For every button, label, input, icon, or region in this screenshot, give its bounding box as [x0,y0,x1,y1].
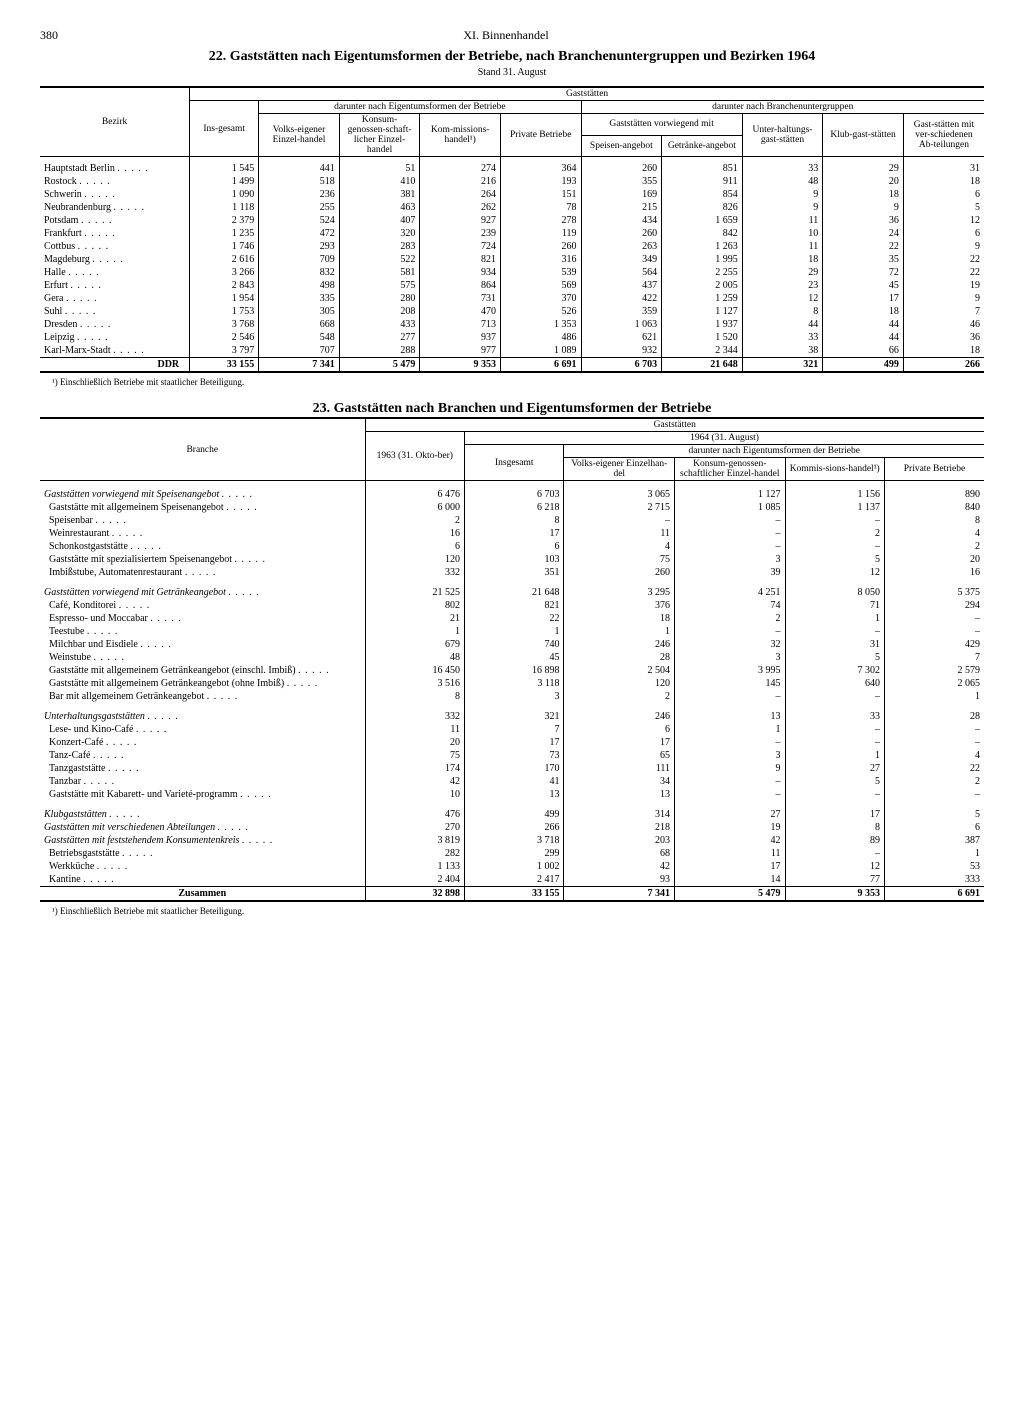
table-row: Rostock . . . . .1 499518410216193355911… [40,175,984,188]
page-header: 380 XI. Binnenhandel [40,28,984,43]
table-row: Gaststätten vorwiegend mit Speisenangebo… [40,481,984,502]
table23: BrancheGaststätten1963 (31. Okto-ber)196… [40,417,984,902]
table-row: Erfurt . . . . .2 8434985758645694372 00… [40,279,984,292]
table-row: Gaststätte mit allgemeinem Getränkeangeb… [40,664,984,677]
table-row: Dresden . . . . .3 7686684337131 3531 06… [40,318,984,331]
table-row: Café, Konditorei . . . . .80282137674712… [40,599,984,612]
table-row: Suhl . . . . .1 7533052084705263591 1278… [40,305,984,318]
table-row: Unterhaltungsgaststätten . . . . .332321… [40,703,984,723]
table-row: Frankfurt . . . . .1 2354723202391192608… [40,227,984,240]
table-row: Lese- und Kino-Café . . . . .11761–– [40,723,984,736]
table-row: Speisenbar . . . . .28–––8 [40,514,984,527]
table-row: Werkküche . . . . .1 1331 00242171253 [40,860,984,873]
table23-footnote: ¹) Einschließlich Betriebe mit staatlich… [52,906,984,916]
table-row: Gaststätten mit feststehendem Konsumente… [40,834,984,847]
table-row: Karl-Marx-Stadt . . . . .3 7977072889771… [40,344,984,358]
table23-total-row: Zusammen32 89833 1557 3415 4799 3536 691 [40,887,984,902]
table-row: Gaststätte mit spezialisiertem Speisenan… [40,553,984,566]
table-row: Schwerin . . . . .1 09023638126415116985… [40,188,984,201]
table-row: Kantine . . . . .2 4042 417931477333 [40,873,984,887]
table-row: Potsdam . . . . .2 3795244079272784341 6… [40,214,984,227]
table-row: Konzert-Café . . . . .201717––– [40,736,984,749]
section-title: XI. Binnenhandel [58,28,954,43]
table-row: Weinrestaurant . . . . .161711–24 [40,527,984,540]
table-row: Teestube . . . . .111––– [40,625,984,638]
table-row: Gaststätten mit verschiedenen Abteilunge… [40,821,984,834]
table22-footnote: ¹) Einschließlich Betriebe mit staatlich… [52,377,984,387]
table-row: Milchbar und Eisdiele . . . . .679740246… [40,638,984,651]
table-row: Leipzig . . . . .2 5465482779374866211 5… [40,331,984,344]
table-row: Magdeburg . . . . .2 6167095228213163491… [40,253,984,266]
table-row: Gaststätten vorwiegend mit Getränkeangeb… [40,579,984,599]
table-row: Tanzbar . . . . .424134–52 [40,775,984,788]
table-row: Gaststätte mit allgemeinem Speisenangebo… [40,501,984,514]
table22-total-row: DDR33 1557 3415 4799 3536 6916 70321 648… [40,358,984,373]
table-row: Imbißstube, Automatenrestaurant . . . . … [40,566,984,579]
table-row: Weinstube . . . . .484528357 [40,651,984,664]
table-row: Tanzgaststätte . . . . .17417011192722 [40,762,984,775]
table-row: Hauptstadt Berlin . . . . .1 54544151274… [40,157,984,176]
table-row: Tanz-Café . . . . .757365314 [40,749,984,762]
table22-title: 22. Gaststätten nach Eigentumsformen der… [40,49,984,65]
table-row: Halle . . . . .3 2668325819345395642 255… [40,266,984,279]
table-row: Neubrandenburg . . . . .1 11825546326278… [40,201,984,214]
table-row: Klubgaststätten . . . . .47649931427175 [40,801,984,821]
table22: BezirkGaststättenIns-gesamtdarunter nach… [40,86,984,373]
table22-subtitle: Stand 31. August [40,67,984,78]
page-number: 380 [40,28,58,43]
table-row: Betriebsgaststätte . . . . .2822996811–1 [40,847,984,860]
table-row: Gaststätte mit allgemeinem Getränkeangeb… [40,677,984,690]
table-row: Cottbus . . . . .1 7462932837242602631 2… [40,240,984,253]
table-row: Espresso- und Moccabar . . . . .21221821… [40,612,984,625]
table-row: Gera . . . . .1 9543352807313704221 2591… [40,292,984,305]
table23-title: 23. Gaststätten nach Branchen und Eigent… [40,401,984,417]
table-row: Bar mit allgemeinem Getränkeangebot . . … [40,690,984,703]
table-row: Schonkostgaststätte . . . . .664––2 [40,540,984,553]
table-row: Gaststätte mit Kabarett- und Varieté-pro… [40,788,984,801]
